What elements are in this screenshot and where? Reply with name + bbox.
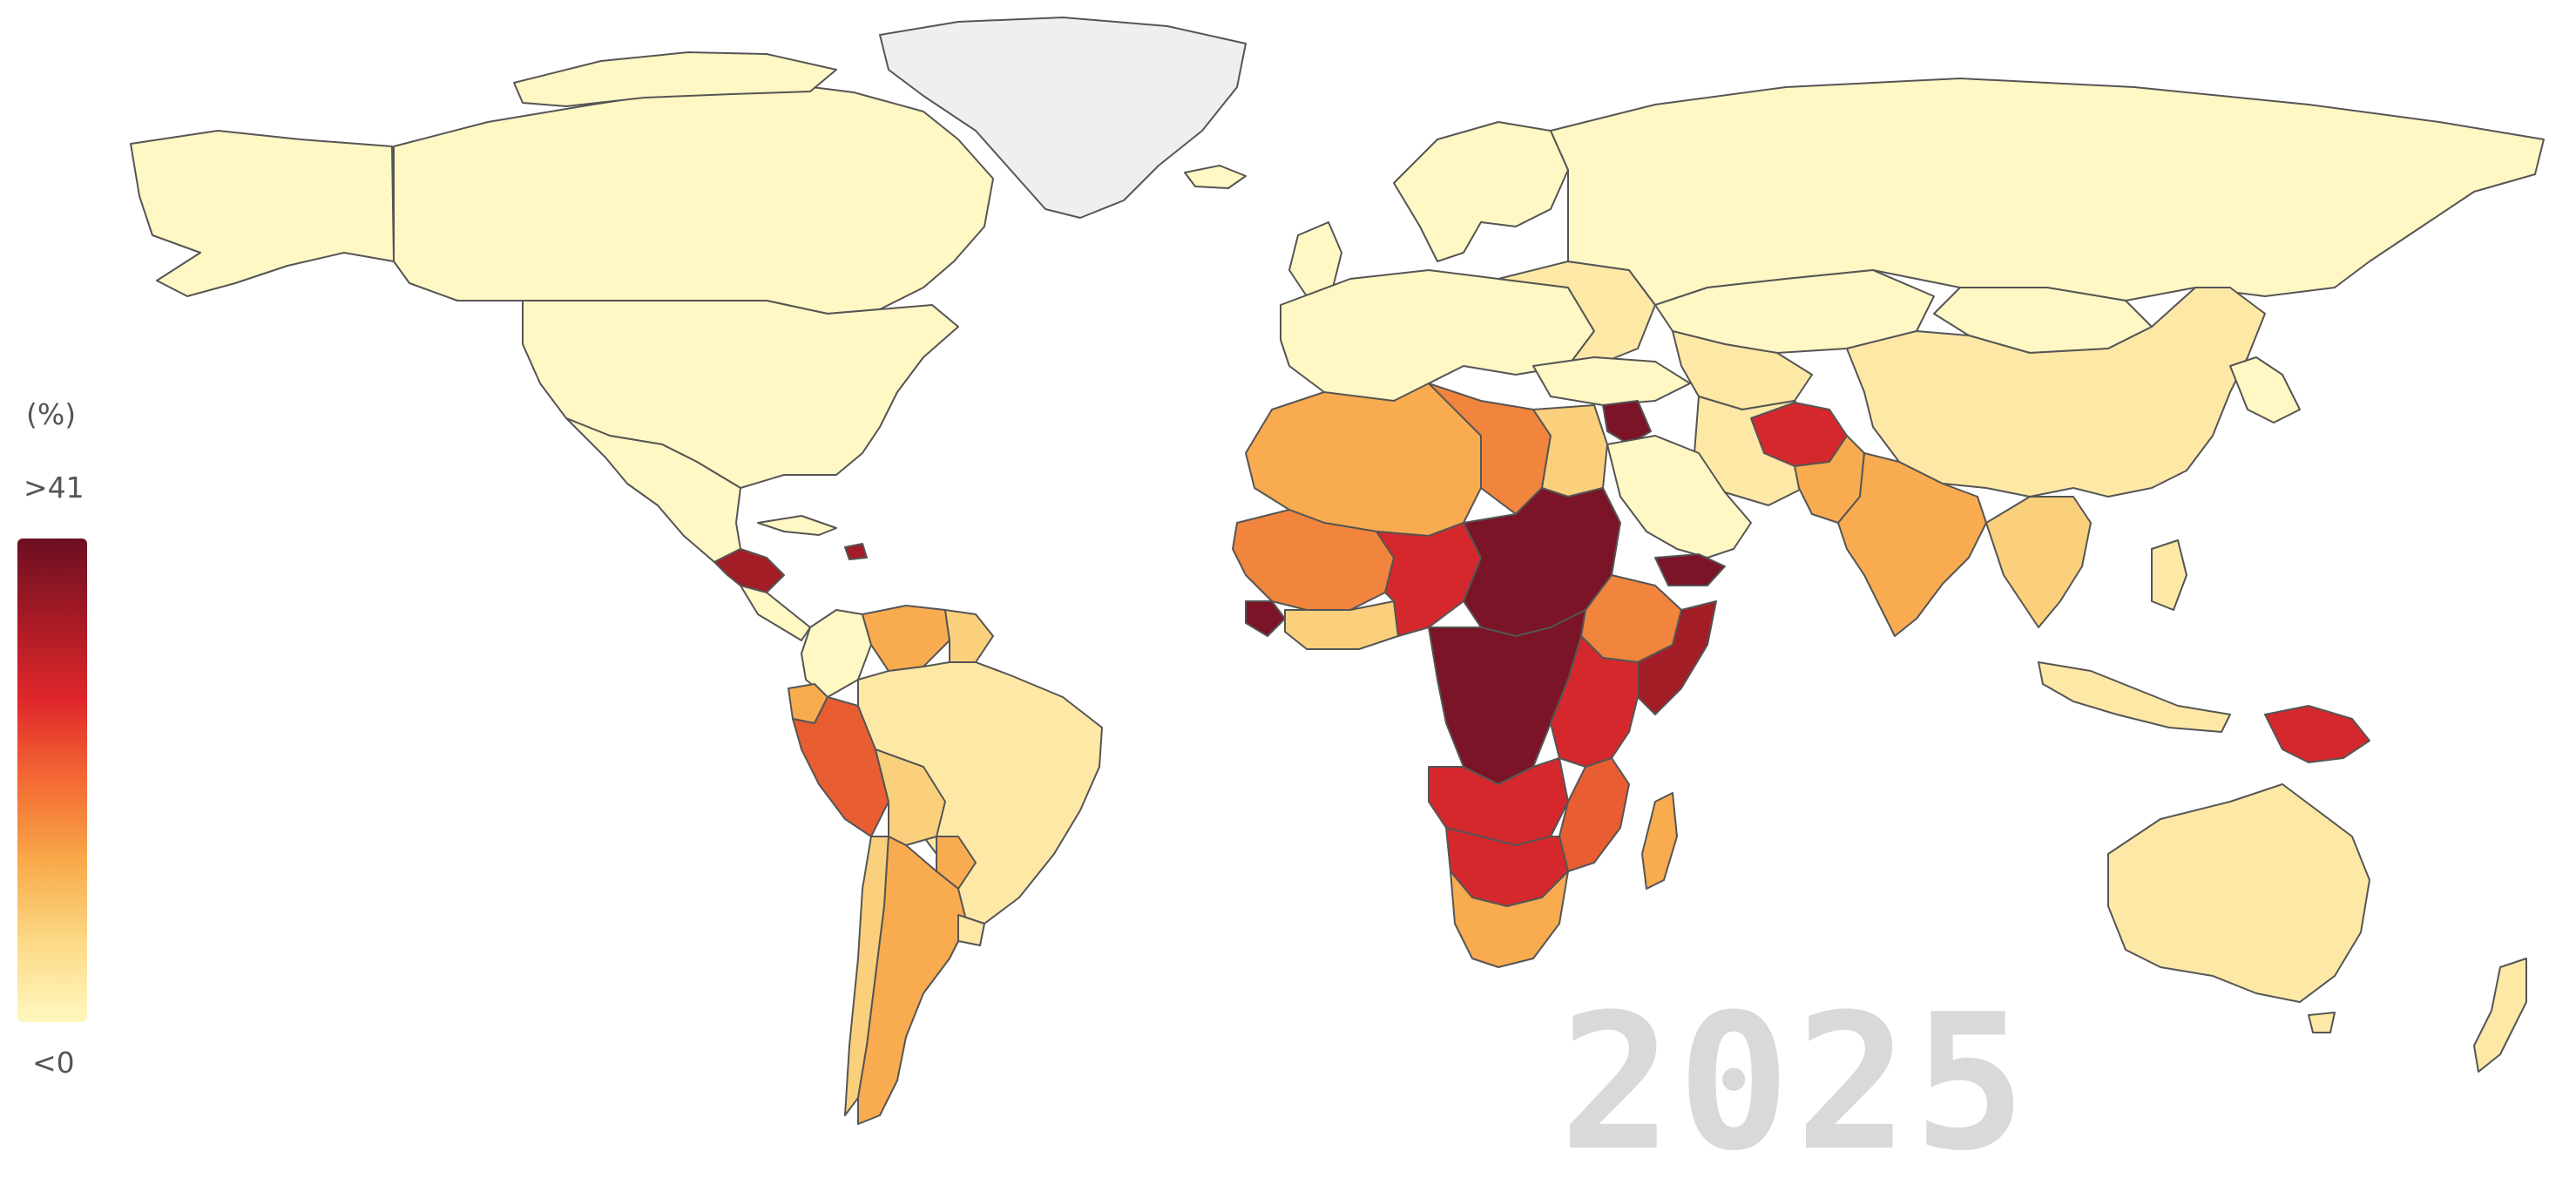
legend-min-label: <0: [32, 1046, 75, 1080]
region-western-europe[interactable]: [1280, 269, 1595, 410]
region-south-africa[interactable]: [1450, 870, 1569, 968]
region-mozambique[interactable]: [1558, 757, 1630, 872]
region-indonesia[interactable]: [2038, 661, 2231, 733]
region-yemen[interactable]: [1654, 553, 1726, 586]
region-central-america-south[interactable]: [740, 585, 811, 641]
region-alaska[interactable]: [130, 130, 395, 297]
region-southeast-asia[interactable]: [1985, 496, 2092, 628]
region-guatemala-honduras[interactable]: [713, 548, 785, 593]
legend-color-scale: [17, 538, 87, 1022]
region-philippines[interactable]: [2151, 539, 2187, 611]
region-cuba[interactable]: [757, 515, 837, 536]
region-paraguay[interactable]: [936, 836, 977, 890]
region-papua-new-guinea[interactable]: [2264, 705, 2370, 763]
region-angola-zambia[interactable]: [1428, 757, 1569, 846]
region-bolivia[interactable]: [875, 748, 946, 846]
region-korea-japan[interactable]: [2229, 356, 2301, 423]
region-somalia[interactable]: [1637, 600, 1717, 715]
region-arabian-peninsula[interactable]: [1606, 435, 1752, 559]
region-australia[interactable]: [2107, 783, 2370, 1003]
color-legend: (%) >41 <0: [0, 383, 105, 1107]
region-sierra-leone-liberia[interactable]: [1245, 600, 1286, 637]
year-watermark: 2025: [1559, 973, 2032, 1192]
region-greenland[interactable]: [879, 17, 1247, 219]
region-tasmania[interactable]: [2308, 1012, 2336, 1033]
region-west-africa[interactable]: [1232, 509, 1395, 611]
region-canada[interactable]: [393, 83, 994, 315]
region-argentina[interactable]: [857, 836, 968, 1125]
legend-unit-label: (%): [26, 397, 77, 431]
region-gulf-of-guinea[interactable]: [1284, 600, 1399, 650]
region-arctic-islands[interactable]: [513, 51, 837, 107]
region-turkey[interactable]: [1532, 356, 1691, 406]
region-united-states[interactable]: [522, 300, 959, 489]
region-uruguay[interactable]: [957, 914, 985, 946]
region-iceland[interactable]: [1184, 165, 1247, 189]
region-russia[interactable]: [1550, 78, 2545, 306]
region-india[interactable]: [1837, 452, 1987, 637]
region-china[interactable]: [1846, 287, 2266, 498]
region-scandinavia[interactable]: [1393, 121, 1569, 262]
region-venezuela[interactable]: [862, 605, 950, 672]
legend-max-label: >41: [24, 471, 85, 505]
region-guianas[interactable]: [944, 609, 994, 663]
region-new-zealand[interactable]: [2473, 958, 2527, 1073]
region-haiti[interactable]: [844, 543, 868, 560]
region-madagascar[interactable]: [1641, 792, 1678, 890]
